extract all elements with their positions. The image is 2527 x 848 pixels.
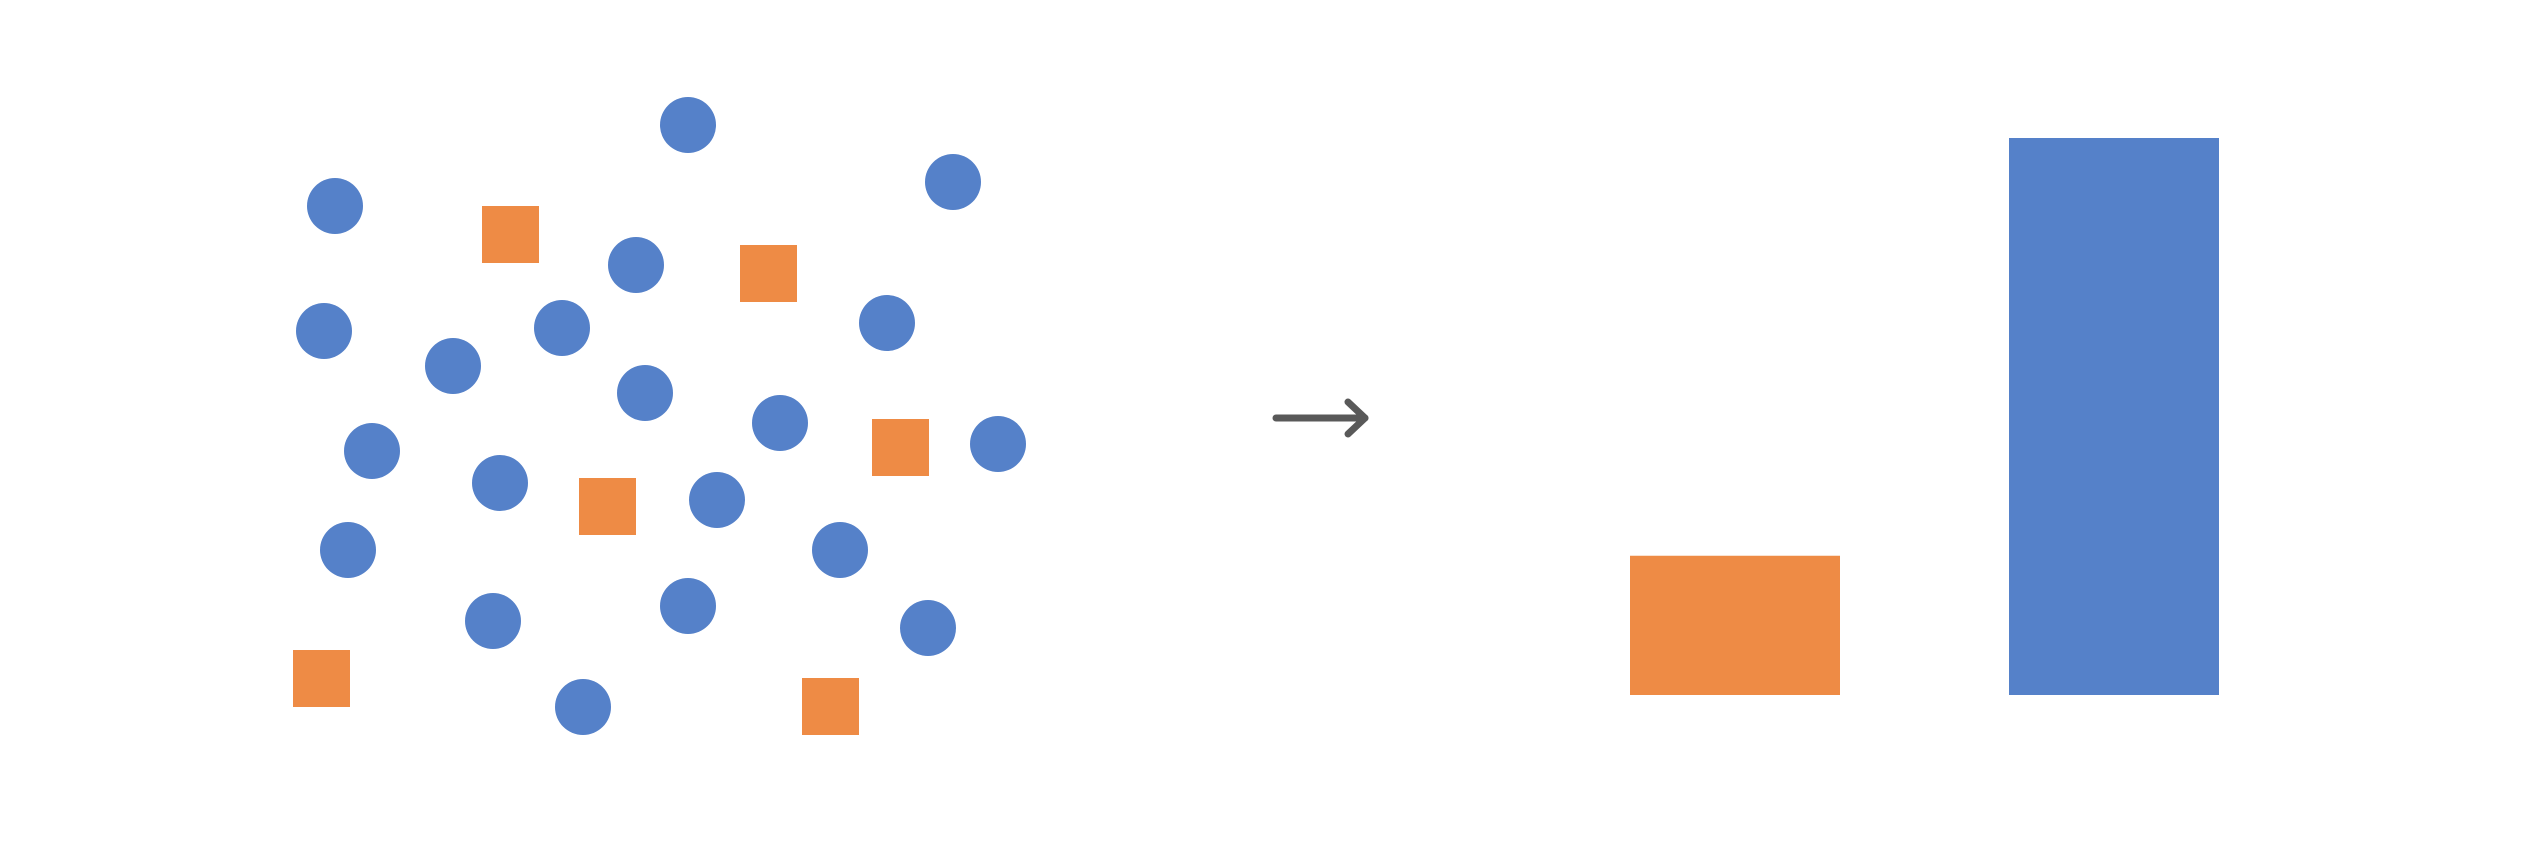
blue-circle: [812, 522, 868, 578]
blue-circle: [689, 472, 745, 528]
orange-square: [482, 206, 539, 263]
blue-circle: [660, 97, 716, 153]
orange-square: [579, 478, 636, 535]
blue-circle: [608, 237, 664, 293]
blue-circle: [752, 395, 808, 451]
right-arrow-icon: [1272, 398, 1369, 438]
bar-chart: [1630, 138, 2219, 695]
blue-circle: [465, 593, 521, 649]
blue-circle: [534, 300, 590, 356]
blue-circle: [472, 455, 528, 511]
blue-circle: [660, 578, 716, 634]
blue-circle: [320, 522, 376, 578]
blue-circle: [925, 154, 981, 210]
blue-circle: [296, 303, 352, 359]
blue-circle: [617, 365, 673, 421]
orange-bar: [1630, 555, 1840, 695]
blue-circle: [307, 178, 363, 234]
orange-square: [740, 245, 797, 302]
blue-circle: [425, 338, 481, 394]
orange-square: [802, 678, 859, 735]
orange-square: [872, 419, 929, 476]
blue-circle: [555, 679, 611, 735]
blue-circle: [344, 423, 400, 479]
blue-circle: [859, 295, 915, 351]
blue-circle: [970, 416, 1026, 472]
blue-bar: [2009, 138, 2219, 695]
shape-scatter-group: [293, 97, 1026, 735]
orange-square: [293, 650, 350, 707]
blue-circle: [900, 600, 956, 656]
